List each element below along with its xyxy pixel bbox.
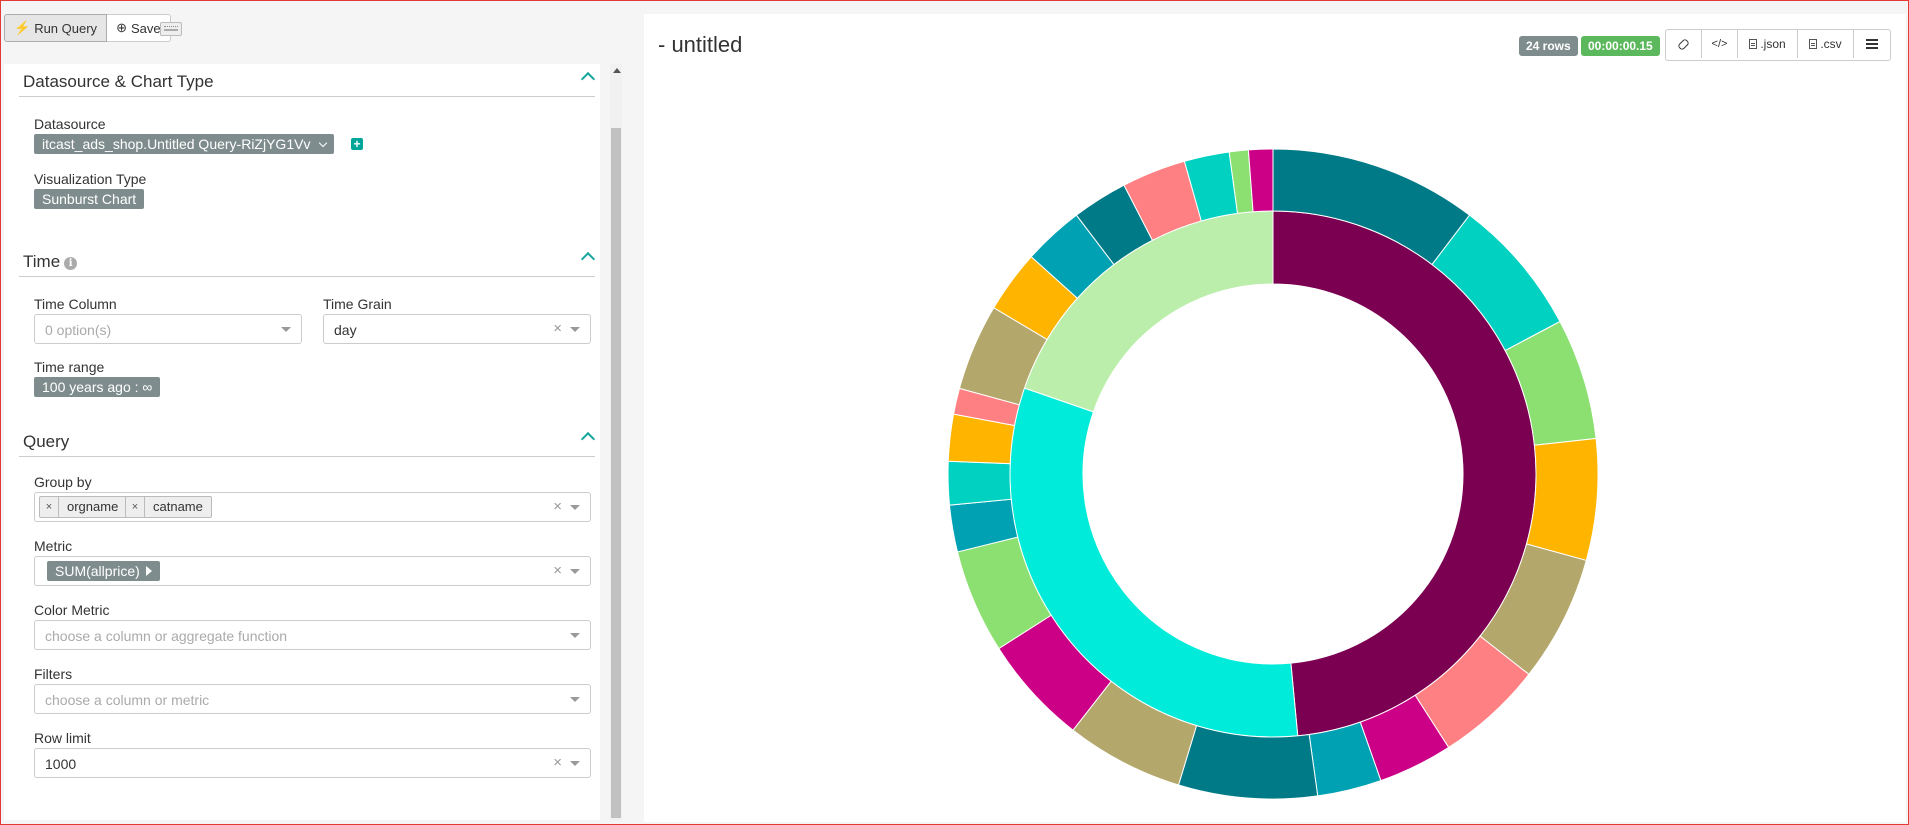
section-header[interactable]: Datasource & Chart Type [19,64,596,97]
row-limit-select[interactable]: 1000 × [34,748,591,778]
datasource-dropdown[interactable]: itcast_ads_shop.Untitled Query-RiZjYG1Vv [34,134,335,154]
sunburst-chart[interactable] [644,14,1906,822]
datasource-label: Datasource [34,116,106,132]
time-grain-value: day [334,322,357,338]
time-section: Time i [19,244,596,277]
metric-select[interactable]: SUM(allprice) × [34,556,591,586]
chevron-down-icon [319,138,328,148]
query-toolbar: ⚡ Run Query ⊕ Save [4,14,171,42]
color-metric-select[interactable]: choose a column or aggregate function [34,620,591,650]
query-time-badge: 00:00:00.15 [1581,36,1660,56]
bolt-icon: ⚡ [14,20,31,35]
color-metric-label: Color Metric [34,602,110,618]
run-query-label: Run Query [34,20,98,36]
chevron-up-icon[interactable] [580,71,596,87]
query-section: Query [19,424,596,457]
time-column-label: Time Column [34,296,117,312]
more-options-button[interactable] [1854,30,1890,58]
caret-down-icon [570,505,580,510]
remove-chip-icon[interactable]: × [40,497,59,517]
clear-icon[interactable]: × [553,320,562,337]
viz-type-label: Visualization Type [34,171,147,187]
row-limit-label: Row limit [34,730,91,746]
filters-select[interactable]: choose a column or metric [34,684,591,714]
json-file-icon [1749,39,1758,49]
time-range-label: Time range [34,359,105,375]
outer-ring-segment[interactable] [947,460,1012,506]
section-title: Datasource & Chart Type [23,72,214,91]
embed-code-button[interactable]: </> [1702,30,1738,58]
chevron-up-icon[interactable] [580,251,596,267]
datasource-section: Datasource & Chart Type [19,64,596,97]
csv-label: .csv [1820,37,1842,51]
chart-panel: - untitled 24 rows 00:00:00.15 </> .json… [644,14,1906,822]
filters-label: Filters [34,666,73,682]
time-grain-label: Time Grain [323,296,392,312]
add-datasource-icon[interactable]: + [351,138,363,150]
time-grain-select[interactable]: day × [323,314,591,344]
row-limit-value: 1000 [45,756,77,772]
control-panel: Datasource & Chart Type Datasource itcas… [4,64,600,820]
export-json-button[interactable]: .json [1738,30,1798,58]
group-by-select[interactable]: × orgname × catname × [34,492,591,522]
section-header[interactable]: Time i [19,244,596,277]
viz-type-selector[interactable]: Sunburst Chart [34,189,145,209]
outer-ring-segment[interactable] [1525,437,1599,562]
chart-title[interactable]: - untitled [658,32,743,57]
info-icon[interactable]: i [64,257,78,270]
caret-down-icon [570,327,580,332]
caret-down-icon [570,761,580,766]
metric-chip[interactable]: SUM(allprice) [47,561,160,581]
chip-label: catname [153,499,203,514]
csv-file-icon [1809,39,1818,49]
caret-down-icon [570,633,580,638]
group-by-label: Group by [34,474,92,490]
run-query-button[interactable]: ⚡ Run Query [4,14,108,42]
group-by-chip: × orgname [39,496,128,518]
time-range-selector[interactable]: 100 years ago : ∞ [34,377,161,397]
outer-ring-segment[interactable] [1247,148,1274,213]
code-icon: </> [1711,38,1728,50]
export-csv-button[interactable]: .csv [1798,30,1854,58]
caret-down-icon [281,327,291,332]
row-count-badge: 24 rows [1519,36,1578,56]
scrollbar-thumb[interactable] [611,128,621,818]
remove-chip-icon[interactable]: × [126,497,145,517]
section-title: Time [23,252,61,271]
chip-label: orgname [67,499,119,514]
clear-icon[interactable]: × [553,498,562,515]
color-metric-placeholder: choose a column or aggregate function [45,628,288,644]
plus-circle-icon: ⊕ [116,20,127,35]
caret-right-icon [145,566,152,576]
chart-actions: </> .json .csv [1665,29,1891,61]
share-link-button[interactable] [1666,30,1702,58]
menu-icon [1866,43,1878,45]
json-label: .json [1760,37,1786,51]
datasource-value: itcast_ads_shop.Untitled Query-RiZjYG1Vv [42,136,311,152]
section-title: Query [23,432,70,451]
clear-icon[interactable]: × [553,562,562,579]
scroll-up-arrow-icon[interactable] [613,68,621,73]
caret-down-icon [570,697,580,702]
caret-down-icon [570,569,580,574]
keyboard-icon[interactable] [160,22,182,36]
clear-icon[interactable]: × [553,754,562,771]
section-header[interactable]: Query [19,424,596,457]
metric-label: Metric [34,538,73,554]
save-label: Save [130,20,161,36]
group-by-chip: × catname [125,496,212,518]
metric-value: SUM(allprice) [55,563,140,579]
outer-ring-segment[interactable] [1177,725,1319,800]
chevron-up-icon[interactable] [580,431,596,447]
filters-placeholder: choose a column or metric [45,692,210,708]
time-column-placeholder: 0 option(s) [45,322,112,338]
time-column-select[interactable]: 0 option(s) [34,314,302,344]
